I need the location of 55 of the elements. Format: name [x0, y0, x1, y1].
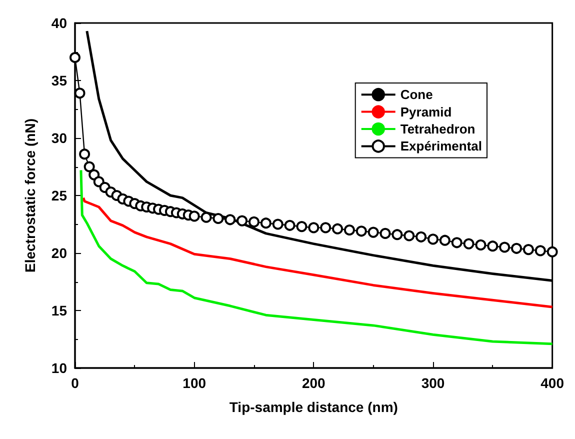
point [475, 239, 486, 250]
y-tick-label: 30 [51, 130, 68, 146]
point [439, 234, 450, 246]
y-tick-label: 35 [51, 72, 68, 88]
legend-label: Tetrahedron [400, 122, 476, 136]
point [511, 242, 522, 254]
y-tick-label: 10 [51, 360, 68, 376]
y-tick-label: 15 [51, 302, 68, 318]
x-tick-label: 200 [302, 375, 326, 391]
point [463, 238, 474, 250]
point [260, 218, 272, 229]
point [200, 212, 212, 223]
line-series [80, 168, 554, 346]
point [236, 215, 248, 226]
point [212, 213, 224, 224]
point [79, 148, 90, 160]
point [296, 221, 308, 232]
point [487, 240, 498, 252]
point [74, 88, 86, 99]
y-tick-label: 40 [51, 15, 68, 31]
point [308, 222, 320, 234]
point [451, 237, 462, 248]
point [320, 222, 332, 234]
point [428, 234, 438, 245]
legend-label: Pyramid [400, 104, 452, 120]
point [188, 210, 200, 222]
point [224, 214, 236, 226]
point [84, 161, 95, 172]
x-tick-label: 300 [421, 375, 445, 391]
point [344, 224, 355, 236]
point [392, 229, 403, 240]
point [499, 242, 510, 253]
legend-label: Cone [400, 87, 433, 102]
point [248, 216, 260, 228]
point [416, 231, 427, 242]
point [546, 246, 558, 258]
y-axis-title: Electrostatic force (nN) [22, 118, 38, 273]
point [272, 218, 284, 230]
x-tick-label: 0 [71, 375, 80, 391]
point [522, 244, 534, 256]
point [404, 230, 415, 242]
point [368, 226, 379, 238]
point [534, 245, 546, 256]
point [284, 220, 296, 231]
x-axis-title: Tip-sample distance (nm) [229, 399, 398, 415]
point [356, 226, 367, 237]
point [332, 223, 344, 234]
y-tick-label: 20 [51, 245, 68, 261]
legend-label: Expérimental [400, 138, 482, 154]
line-series [82, 196, 554, 308]
point [380, 228, 391, 239]
y-tick-label: 25 [51, 188, 68, 204]
x-tick-label: 100 [182, 375, 206, 391]
point [70, 52, 80, 63]
x-tick-label: 400 [540, 375, 564, 391]
